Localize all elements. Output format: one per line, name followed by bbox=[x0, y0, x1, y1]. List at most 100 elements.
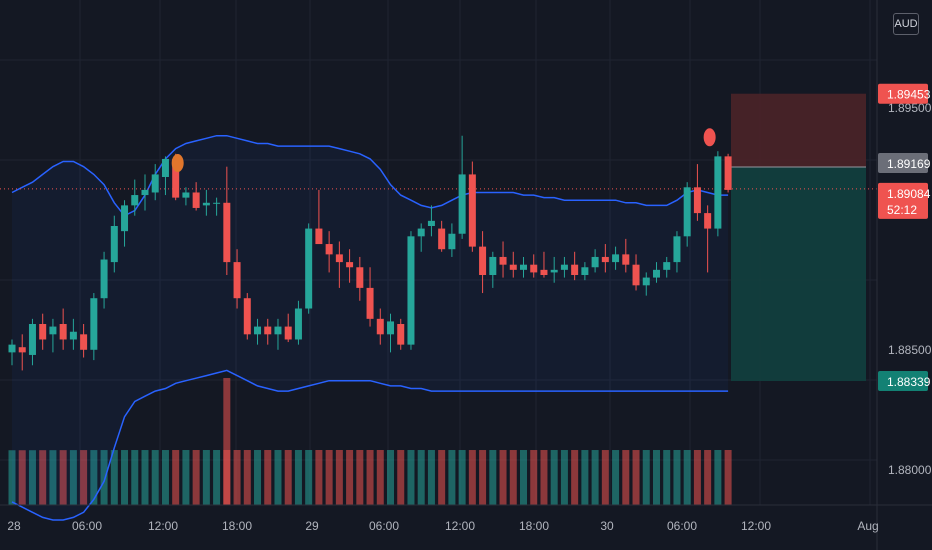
current-price-text: 1.89084 bbox=[887, 187, 931, 201]
candle-body bbox=[346, 262, 354, 268]
candle-body bbox=[8, 344, 16, 353]
candle-body bbox=[284, 326, 292, 340]
volume-bar bbox=[264, 450, 272, 505]
candlesticks[interactable] bbox=[8, 135, 732, 371]
volume-bar bbox=[387, 450, 395, 505]
volume-bar bbox=[560, 450, 568, 505]
time-tick-label: 18:00 bbox=[519, 519, 549, 533]
time-tick-label: Aug bbox=[857, 519, 878, 533]
volume-bar bbox=[18, 450, 26, 505]
candle-body bbox=[223, 202, 231, 263]
candle-body bbox=[90, 298, 98, 350]
currency-button[interactable]: AUD bbox=[893, 13, 919, 35]
volume-bar bbox=[407, 450, 415, 505]
candle-body bbox=[80, 334, 88, 350]
volume-bar bbox=[284, 450, 292, 505]
volume-bar bbox=[622, 450, 630, 505]
candle-body bbox=[479, 246, 487, 275]
volume-bar bbox=[161, 450, 169, 505]
time-tick-label: 06:00 bbox=[667, 519, 697, 533]
price-tick-label: 1.88500 bbox=[888, 343, 932, 357]
volume-bar bbox=[8, 450, 16, 505]
volume-bar bbox=[550, 450, 558, 505]
candle-body bbox=[693, 187, 701, 214]
candle-body bbox=[141, 189, 149, 196]
volume-bar bbox=[213, 450, 221, 505]
candle-body bbox=[571, 264, 579, 275]
volume-bar bbox=[182, 450, 190, 505]
candle-body bbox=[387, 321, 395, 335]
volume-bar bbox=[376, 450, 384, 505]
volume-bar bbox=[509, 450, 517, 505]
volume-bar bbox=[172, 450, 180, 505]
candle-body bbox=[264, 326, 272, 335]
candle-body bbox=[28, 324, 36, 355]
volume-bar bbox=[202, 450, 210, 505]
bollinger-fill bbox=[12, 135, 729, 520]
volume-bar bbox=[325, 450, 333, 505]
entry-price-text: 1.89169 bbox=[887, 157, 931, 171]
bollinger-upper-line bbox=[11, 134, 729, 217]
volume-bar bbox=[59, 450, 67, 505]
time-tick-label: 29 bbox=[305, 519, 319, 533]
stop-loss-zone bbox=[731, 93, 866, 167]
volume-bar bbox=[530, 450, 538, 505]
volume-bar bbox=[581, 450, 589, 505]
candle-body bbox=[520, 264, 527, 270]
candle-body bbox=[499, 256, 507, 265]
candle-body bbox=[448, 233, 456, 250]
short-position-tool[interactable] bbox=[731, 93, 866, 381]
time-tick-label: 12:00 bbox=[148, 519, 178, 533]
candle-body bbox=[356, 267, 364, 288]
candle-body bbox=[243, 298, 251, 335]
volume-bar bbox=[294, 450, 302, 505]
time-tick-label: 28 bbox=[7, 519, 21, 533]
volume-bar bbox=[274, 450, 282, 505]
candle-body bbox=[704, 213, 712, 229]
volume-spike-bar bbox=[223, 378, 231, 505]
stop-price-badge bbox=[878, 83, 928, 104]
price-tick-label: 1.88000 bbox=[888, 463, 932, 477]
volume-bar bbox=[714, 450, 722, 505]
candle-body bbox=[366, 287, 374, 319]
candle-body bbox=[131, 195, 139, 206]
volume-bar bbox=[366, 450, 374, 505]
candle-body bbox=[468, 174, 476, 247]
volume-bar bbox=[305, 450, 313, 505]
volume-bar bbox=[69, 450, 77, 505]
volume-bar bbox=[427, 450, 435, 505]
candle-body bbox=[182, 192, 190, 198]
candle-body bbox=[192, 192, 200, 208]
volume-bar bbox=[632, 450, 640, 505]
time-axis[interactable]: 28 06:00 12:00 18:00 29 06:00 12:00 18:00 30 06:0… bbox=[0, 504, 932, 533]
candle-body bbox=[121, 205, 129, 232]
volume-bars bbox=[8, 378, 732, 505]
volume-bar bbox=[254, 450, 262, 505]
candle-body bbox=[172, 158, 180, 198]
candle-body bbox=[233, 262, 241, 299]
volume-bar bbox=[141, 450, 149, 505]
volume-bar bbox=[121, 450, 129, 505]
price-axis[interactable]: 1.89500 1.88500 1.88000 1.89453 1.89169 1.890… bbox=[876, 0, 932, 550]
candle-body bbox=[652, 269, 660, 278]
volume-bar bbox=[468, 450, 476, 505]
candle-body bbox=[663, 262, 671, 270]
time-tick-label: 18:00 bbox=[222, 519, 252, 533]
volume-bar bbox=[192, 450, 200, 505]
volume-bar bbox=[724, 450, 732, 505]
candle-body bbox=[417, 228, 425, 237]
volume-bar bbox=[489, 450, 497, 505]
volume-bar bbox=[100, 450, 108, 505]
candle-body bbox=[550, 269, 558, 273]
volume-bar bbox=[233, 450, 241, 505]
candle-body bbox=[724, 156, 732, 190]
volume-bar bbox=[438, 450, 446, 505]
volume-bar bbox=[356, 450, 364, 505]
candle-body bbox=[612, 254, 620, 263]
target-price-badge bbox=[878, 370, 928, 391]
current-price-badge bbox=[878, 182, 928, 219]
take-profit-zone bbox=[731, 166, 866, 381]
target-price-text: 1.88339 bbox=[887, 375, 931, 389]
candle-body bbox=[100, 259, 108, 299]
